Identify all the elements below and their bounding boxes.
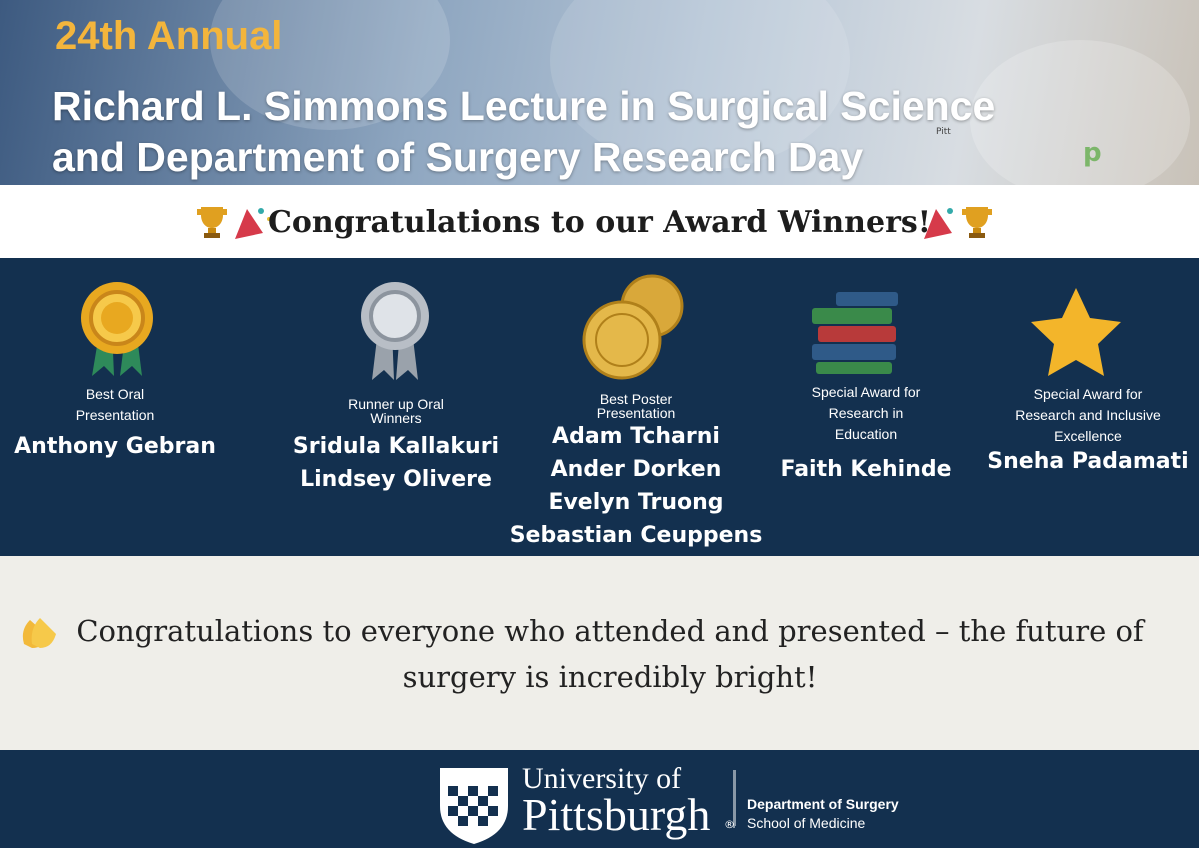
clapping-icon bbox=[22, 618, 56, 648]
winner-name: Evelyn Truong bbox=[548, 490, 724, 515]
title-line: and Department of Surgery Research Day bbox=[52, 134, 864, 180]
footer bbox=[0, 750, 1199, 848]
school: School of Medicine bbox=[747, 815, 866, 831]
award-icons bbox=[81, 274, 1121, 380]
banner-text: Congratulations to our Award Winners! bbox=[268, 205, 931, 240]
winner-name: Sebastian Ceuppens bbox=[509, 523, 763, 548]
star-icon bbox=[1031, 288, 1121, 376]
award-category: Best Poster Presentation bbox=[596, 391, 676, 421]
trophy-party-icons bbox=[197, 207, 271, 239]
silver-medal-icon bbox=[361, 282, 429, 380]
books-icon bbox=[812, 292, 898, 374]
title-line: Richard L. Simmons Lecture in Surgical S… bbox=[52, 83, 996, 129]
winner-name: Faith Kehinde bbox=[780, 457, 952, 482]
party-trophy-icons bbox=[924, 207, 992, 239]
closing-message: Congratulations to everyone who attended… bbox=[76, 614, 1144, 694]
edition: 24th Annual bbox=[55, 14, 283, 58]
winner-name: Adam Tcharni bbox=[552, 424, 720, 449]
winner-name: Ander Dorken bbox=[550, 457, 722, 482]
winner-name: Sneha Padamati bbox=[987, 449, 1189, 474]
gold-medal-icon bbox=[81, 282, 153, 376]
university-logo bbox=[440, 768, 736, 844]
department: Department of Surgery bbox=[747, 796, 899, 812]
banner bbox=[0, 185, 1199, 258]
corner-mark: p bbox=[1083, 138, 1102, 168]
winner-name: Anthony Gebran bbox=[14, 434, 216, 459]
small-mark: Pitt bbox=[936, 127, 951, 137]
university-name: University of bbox=[522, 762, 682, 795]
registered-mark: ® bbox=[724, 818, 735, 831]
university-name: Pittsburgh bbox=[522, 789, 711, 840]
winner-name: Sridula Kallakuri bbox=[292, 434, 500, 459]
award-category: Best Oral Presentation bbox=[75, 386, 155, 423]
award-category: Special Award for Research in Education bbox=[811, 384, 921, 442]
closing-band bbox=[0, 556, 1199, 750]
award-category: Runner up Oral Winners bbox=[348, 396, 444, 426]
lab-glass-decoration bbox=[210, 0, 1190, 185]
coins-icon bbox=[582, 274, 684, 380]
award-category: Special Award for Research and Inclusive… bbox=[1015, 386, 1161, 444]
header-banner bbox=[0, 0, 1199, 185]
winner-name: Lindsey Olivere bbox=[300, 467, 492, 492]
